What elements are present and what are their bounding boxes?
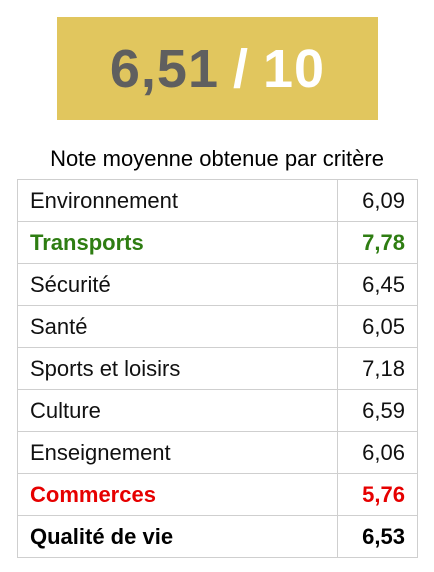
table-row: Culture 6,59 xyxy=(18,390,418,432)
table-row-worst: Commerces 5,76 xyxy=(18,474,418,516)
table-row: Santé 6,05 xyxy=(18,306,418,348)
criterion-label: Qualité de vie xyxy=(18,516,338,558)
table-row: Sécurité 6,45 xyxy=(18,264,418,306)
criterion-label: Environnement xyxy=(18,180,338,222)
overall-score-badge: 6,51 / 10 xyxy=(57,17,378,120)
criterion-label: Culture xyxy=(18,390,338,432)
criterion-value: 6,06 xyxy=(338,432,418,474)
criterion-label: Enseignement xyxy=(18,432,338,474)
score-value: 6,51 xyxy=(110,38,219,100)
table-row: Enseignement 6,06 xyxy=(18,432,418,474)
criterion-value: 6,09 xyxy=(338,180,418,222)
criteria-table: Environnement 6,09 Transports 7,78 Sécur… xyxy=(17,179,418,558)
score-separator: / xyxy=(233,38,249,100)
criterion-value: 6,59 xyxy=(338,390,418,432)
score-max: 10 xyxy=(263,38,325,100)
criterion-value: 7,18 xyxy=(338,348,418,390)
criterion-label: Sports et loisirs xyxy=(18,348,338,390)
criterion-value: 6,53 xyxy=(338,516,418,558)
table-row-best: Transports 7,78 xyxy=(18,222,418,264)
criterion-label: Sécurité xyxy=(18,264,338,306)
criterion-label: Commerces xyxy=(18,474,338,516)
criterion-value: 5,76 xyxy=(338,474,418,516)
criterion-value: 7,78 xyxy=(338,222,418,264)
table-row-total: Qualité de vie 6,53 xyxy=(18,516,418,558)
table-row: Environnement 6,09 xyxy=(18,180,418,222)
table-row: Sports et loisirs 7,18 xyxy=(18,348,418,390)
criterion-value: 6,05 xyxy=(338,306,418,348)
criterion-label: Santé xyxy=(18,306,338,348)
criterion-value: 6,45 xyxy=(338,264,418,306)
criterion-label: Transports xyxy=(18,222,338,264)
table-caption: Note moyenne obtenue par critère xyxy=(0,146,434,172)
